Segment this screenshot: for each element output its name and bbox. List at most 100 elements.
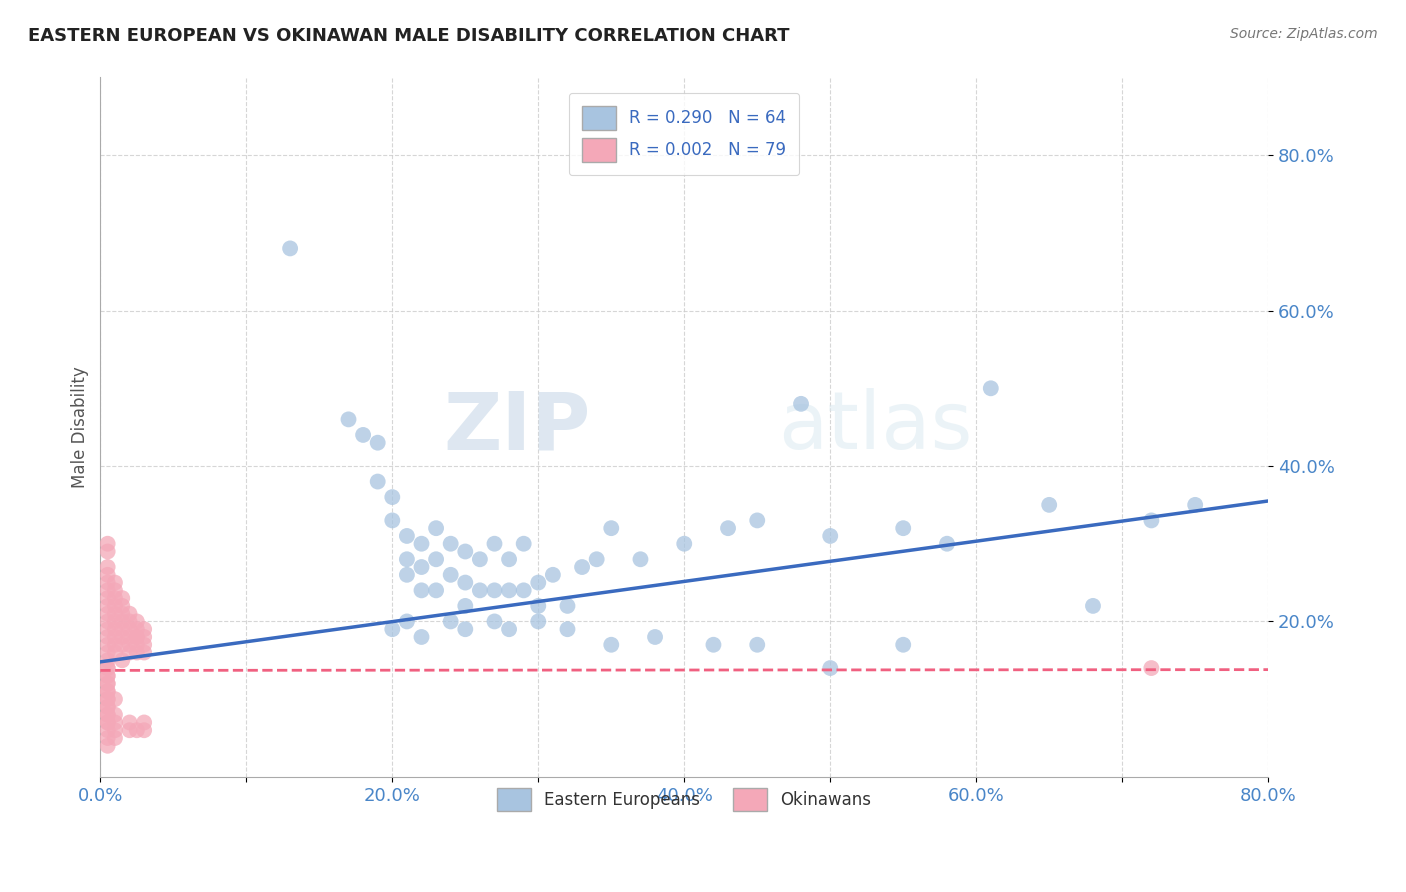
Point xyxy=(600,521,623,535)
Point xyxy=(395,529,418,543)
Point xyxy=(585,552,607,566)
Y-axis label: Male Disability: Male Disability xyxy=(72,367,89,488)
Point xyxy=(484,537,506,551)
Point xyxy=(512,583,534,598)
Point xyxy=(97,692,120,706)
Point xyxy=(468,552,491,566)
Point xyxy=(440,615,463,629)
Point xyxy=(97,591,120,606)
Point xyxy=(541,567,564,582)
Point xyxy=(97,567,120,582)
Point xyxy=(352,428,374,442)
Point xyxy=(97,669,120,683)
Point xyxy=(440,537,463,551)
Point xyxy=(600,638,623,652)
Point xyxy=(104,731,127,745)
Point xyxy=(454,622,477,636)
Point xyxy=(125,622,148,636)
Point xyxy=(104,707,127,722)
Point xyxy=(111,615,134,629)
Point xyxy=(118,646,141,660)
Text: EASTERN EUROPEAN VS OKINAWAN MALE DISABILITY CORRELATION CHART: EASTERN EUROPEAN VS OKINAWAN MALE DISABI… xyxy=(28,27,790,45)
Point xyxy=(118,715,141,730)
Point xyxy=(557,622,579,636)
Point xyxy=(702,638,724,652)
Point xyxy=(104,723,127,738)
Point xyxy=(97,638,120,652)
Point xyxy=(104,607,127,621)
Point xyxy=(97,622,120,636)
Point xyxy=(97,630,120,644)
Point xyxy=(381,622,404,636)
Point xyxy=(367,435,389,450)
Point xyxy=(498,583,520,598)
Point xyxy=(411,560,433,574)
Point xyxy=(644,630,666,644)
Point xyxy=(97,646,120,660)
Text: ZIP: ZIP xyxy=(443,388,591,467)
Point xyxy=(97,692,120,706)
Point xyxy=(512,537,534,551)
Point xyxy=(97,653,120,667)
Point xyxy=(97,615,120,629)
Point xyxy=(97,583,120,598)
Point xyxy=(97,599,120,613)
Point xyxy=(111,638,134,652)
Point xyxy=(1038,498,1060,512)
Point xyxy=(367,475,389,489)
Point xyxy=(395,567,418,582)
Point xyxy=(97,723,120,738)
Point xyxy=(425,583,447,598)
Point xyxy=(717,521,740,535)
Point xyxy=(454,544,477,558)
Point xyxy=(104,630,127,644)
Point xyxy=(454,575,477,590)
Point xyxy=(125,630,148,644)
Point xyxy=(118,622,141,636)
Point xyxy=(97,676,120,690)
Point xyxy=(104,638,127,652)
Point xyxy=(395,552,418,566)
Point xyxy=(111,607,134,621)
Point xyxy=(104,715,127,730)
Point xyxy=(111,653,134,667)
Point xyxy=(134,646,156,660)
Legend: Eastern Europeans, Okinawans: Eastern Europeans, Okinawans xyxy=(484,774,884,824)
Point xyxy=(134,723,156,738)
Point xyxy=(527,615,550,629)
Point xyxy=(118,723,141,738)
Point xyxy=(891,638,914,652)
Point xyxy=(97,676,120,690)
Point xyxy=(411,537,433,551)
Point xyxy=(97,661,120,675)
Point xyxy=(425,521,447,535)
Point xyxy=(498,622,520,636)
Point xyxy=(97,537,120,551)
Point xyxy=(936,537,959,551)
Point xyxy=(97,560,120,574)
Point xyxy=(104,615,127,629)
Point xyxy=(790,397,813,411)
Point xyxy=(97,684,120,698)
Point xyxy=(97,707,120,722)
Text: atlas: atlas xyxy=(778,388,972,467)
Point xyxy=(125,630,148,644)
Point xyxy=(104,622,127,636)
Point xyxy=(498,552,520,566)
Point xyxy=(381,513,404,527)
Point xyxy=(111,599,134,613)
Point xyxy=(125,646,148,660)
Point xyxy=(97,684,120,698)
Point xyxy=(111,622,134,636)
Point xyxy=(111,630,134,644)
Point xyxy=(125,615,148,629)
Point xyxy=(104,646,127,660)
Point xyxy=(337,412,360,426)
Point xyxy=(527,575,550,590)
Point xyxy=(411,583,433,598)
Point xyxy=(747,513,769,527)
Point xyxy=(97,715,120,730)
Point xyxy=(97,575,120,590)
Point xyxy=(104,591,127,606)
Point xyxy=(118,630,141,644)
